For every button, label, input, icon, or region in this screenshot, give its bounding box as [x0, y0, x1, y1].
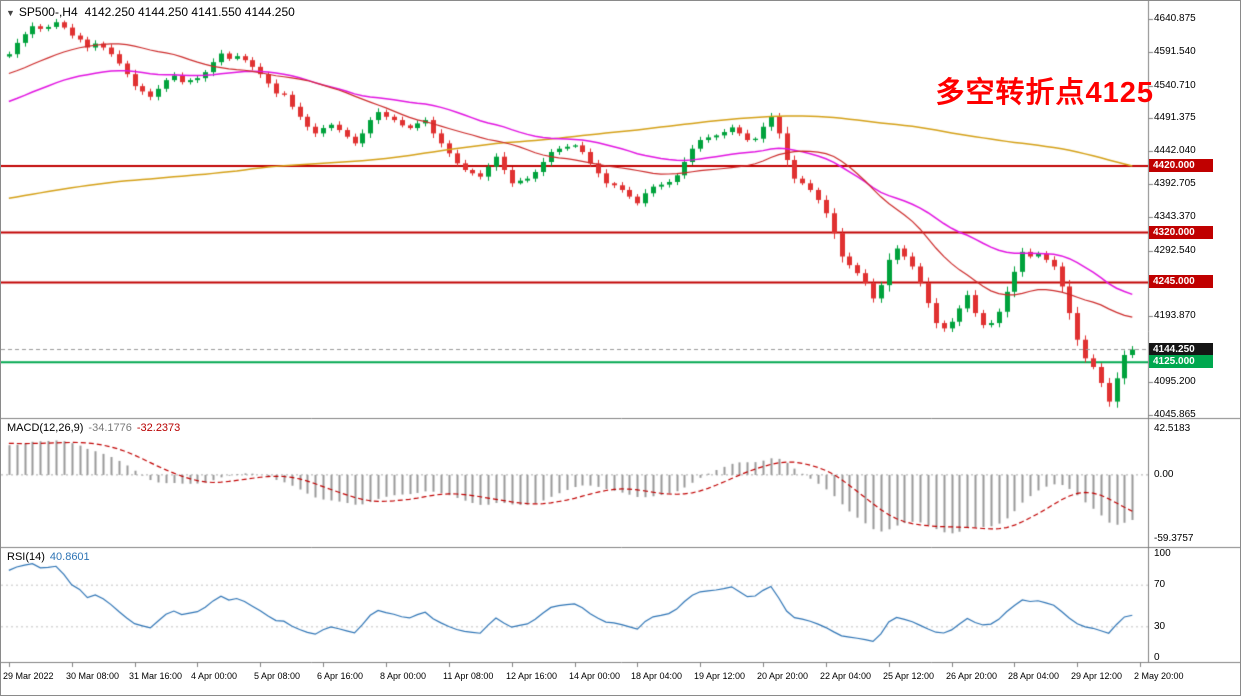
- macd-indicator-label: MACD(12,26,9) -34.1776 -32.2373: [7, 422, 185, 434]
- time-axis-label: 26 Apr 20:00: [946, 671, 998, 681]
- time-axis-label: 4 Apr 00:00: [191, 671, 238, 681]
- price-tick-label: 4292.540: [1154, 245, 1196, 256]
- price-axis[interactable]: 4640.875 4591.540 4540.710 4491.375 4442.040…: [1148, 1, 1240, 420]
- symbol-header: ▼ SP500-,H4 4142.250 4144.250 4141.550 414…: [6, 5, 295, 19]
- rsi-value: 40.8601: [49, 551, 90, 563]
- time-axis-label: 22 Apr 04:00: [820, 671, 872, 681]
- resistance-price-tag: 4320.000: [1149, 226, 1213, 239]
- price-tick-label: 4640.875: [1154, 13, 1196, 24]
- rsi-axis[interactable]: 100 70 30 0: [1148, 548, 1240, 663]
- macd-axis[interactable]: 42.5183 0.00 -59.3757: [1148, 419, 1240, 547]
- current-price-tag: 4144.250: [1149, 343, 1213, 356]
- rsi-axis-label: 100: [1154, 548, 1171, 559]
- rsi-indicator-label: RSI(14) 40.8601: [7, 551, 95, 563]
- time-axis-label: 11 Apr 08:00: [443, 671, 494, 681]
- price-tick-label: 4591.540: [1154, 46, 1196, 57]
- annotation-text: 多空转折点4125: [935, 77, 1154, 109]
- ohlc-values: 4142.250 4144.250 4141.550 4144.250: [84, 5, 295, 19]
- macd-axis-label: 42.5183: [1154, 423, 1191, 434]
- price-tick-label: 4491.375: [1154, 112, 1196, 123]
- time-axis-label: 2 May 20:00: [1134, 671, 1184, 681]
- rsi-axis-label: 0: [1154, 652, 1160, 663]
- price-tick-label: 4442.040: [1154, 145, 1196, 156]
- rsi-axis-label: 70: [1154, 579, 1166, 590]
- macd-axis-label: -59.3757: [1154, 533, 1194, 544]
- support-price-tag: 4125.000: [1149, 355, 1213, 368]
- time-axis-label: 5 Apr 08:00: [254, 671, 301, 681]
- time-axis-label: 31 Mar 16:00: [129, 671, 183, 681]
- time-axis-label: 6 Apr 16:00: [317, 671, 364, 681]
- price-tick-label: 4343.370: [1154, 211, 1196, 222]
- symbol-label: SP500-,H4: [18, 5, 78, 19]
- time-axis-label: 12 Apr 16:00: [506, 671, 558, 681]
- time-axis-label: 28 Apr 04:00: [1008, 671, 1060, 681]
- time-axis-label: 29 Apr 12:00: [1071, 671, 1123, 681]
- time-axis-label: 18 Apr 04:00: [631, 671, 683, 681]
- price-tick-label: 4045.865: [1154, 409, 1196, 420]
- macd-value: -34.1776: [88, 422, 132, 434]
- macd-signal-value: -32.2373: [136, 422, 181, 434]
- rsi-axis-label: 30: [1154, 621, 1166, 632]
- rsi-name: RSI(14): [7, 551, 45, 563]
- time-axis-label: 29 Mar 2022: [3, 671, 54, 681]
- price-tick-label: 4392.705: [1154, 178, 1196, 189]
- time-axis-label: 19 Apr 12:00: [694, 671, 746, 681]
- symbol-collapse-icon[interactable]: ▼: [6, 7, 15, 18]
- time-axis-label: 14 Apr 00:00: [569, 671, 621, 681]
- macd-name: MACD(12,26,9): [7, 422, 84, 434]
- price-tick-label: 4540.710: [1154, 80, 1196, 91]
- resistance-price-tag: 4245.000: [1149, 275, 1213, 288]
- price-tick-label: 4095.200: [1154, 376, 1196, 387]
- macd-axis-label: 0.00: [1154, 469, 1174, 480]
- time-axis-label: 20 Apr 20:00: [757, 671, 809, 681]
- time-axis[interactable]: 29 Mar 2022 30 Mar 08:00 31 Mar 16:00 4 Apr…: [1, 663, 1240, 695]
- time-axis-label: 30 Mar 08:00: [66, 671, 120, 681]
- price-tick-label: 4193.870: [1154, 310, 1196, 321]
- resistance-price-tag: 4420.000: [1149, 159, 1213, 172]
- time-axis-label: 25 Apr 12:00: [883, 671, 935, 681]
- time-axis-label: 8 Apr 00:00: [380, 671, 427, 681]
